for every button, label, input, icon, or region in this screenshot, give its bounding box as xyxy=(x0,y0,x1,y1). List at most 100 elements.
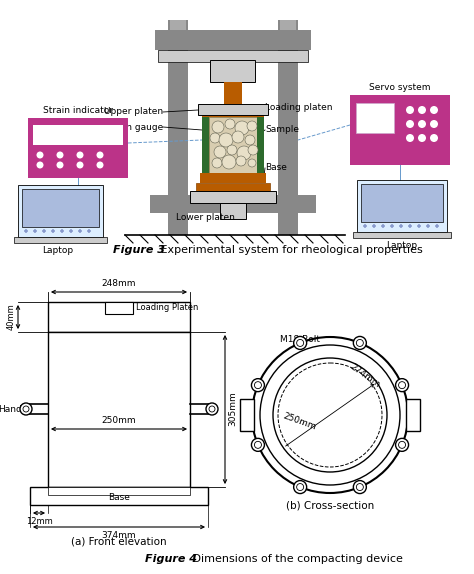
Circle shape xyxy=(427,224,429,227)
Circle shape xyxy=(76,152,83,158)
Circle shape xyxy=(297,483,304,491)
Circle shape xyxy=(418,134,426,142)
Circle shape xyxy=(255,441,262,448)
Text: Laptop: Laptop xyxy=(43,246,73,255)
Circle shape xyxy=(236,156,246,166)
Circle shape xyxy=(409,224,411,227)
Circle shape xyxy=(209,406,215,412)
Circle shape xyxy=(36,152,44,158)
Circle shape xyxy=(70,230,73,232)
Bar xyxy=(168,20,188,235)
Circle shape xyxy=(34,230,36,232)
Circle shape xyxy=(430,120,438,128)
Text: (a) Front elevation: (a) Front elevation xyxy=(71,537,167,547)
Bar xyxy=(48,332,190,487)
Circle shape xyxy=(297,339,304,347)
Circle shape xyxy=(88,230,91,232)
Circle shape xyxy=(273,358,387,472)
Circle shape xyxy=(364,224,366,227)
Circle shape xyxy=(52,230,55,232)
Circle shape xyxy=(364,224,366,227)
Circle shape xyxy=(237,146,251,160)
Circle shape xyxy=(356,339,364,347)
Circle shape xyxy=(391,224,393,227)
Text: (b) Cross-section: (b) Cross-section xyxy=(286,500,374,510)
Text: 374mm: 374mm xyxy=(102,531,137,540)
Circle shape xyxy=(391,224,393,227)
Circle shape xyxy=(400,224,402,227)
Text: 40mm: 40mm xyxy=(7,304,16,331)
Bar xyxy=(353,232,451,238)
Circle shape xyxy=(70,230,73,232)
Bar xyxy=(105,302,133,314)
Circle shape xyxy=(364,224,366,227)
Circle shape xyxy=(391,224,393,227)
Bar xyxy=(30,487,208,505)
Bar xyxy=(361,184,443,222)
Bar xyxy=(210,60,255,82)
Bar xyxy=(196,183,270,191)
Text: Sample: Sample xyxy=(265,126,299,134)
Circle shape xyxy=(97,152,103,158)
Bar xyxy=(357,180,447,232)
Circle shape xyxy=(382,224,384,227)
Circle shape xyxy=(294,480,307,494)
Circle shape xyxy=(436,224,438,227)
Text: Lower platen: Lower platen xyxy=(175,214,235,223)
Bar xyxy=(28,118,128,178)
Circle shape xyxy=(418,224,420,227)
Circle shape xyxy=(79,230,82,232)
Circle shape xyxy=(409,224,411,227)
Circle shape xyxy=(430,134,438,142)
Circle shape xyxy=(56,152,64,158)
Circle shape xyxy=(43,230,46,232)
Bar xyxy=(18,185,103,237)
Circle shape xyxy=(427,224,429,227)
Circle shape xyxy=(222,155,236,169)
Text: Figure 3: Figure 3 xyxy=(113,245,165,255)
Text: Strain gauge: Strain gauge xyxy=(105,122,163,131)
Text: 12mm: 12mm xyxy=(26,517,52,526)
Circle shape xyxy=(409,224,411,227)
Bar xyxy=(278,20,298,235)
Bar xyxy=(280,20,296,32)
Bar xyxy=(350,95,450,165)
Circle shape xyxy=(232,131,244,143)
Circle shape xyxy=(248,145,258,155)
Circle shape xyxy=(20,403,32,415)
Circle shape xyxy=(88,230,91,232)
Circle shape xyxy=(52,230,55,232)
Circle shape xyxy=(399,441,406,448)
Circle shape xyxy=(396,439,409,451)
Bar xyxy=(48,302,190,332)
Circle shape xyxy=(56,161,64,169)
Bar xyxy=(33,125,123,145)
Circle shape xyxy=(206,403,218,415)
Circle shape xyxy=(418,224,420,227)
Circle shape xyxy=(227,145,237,155)
Bar xyxy=(257,117,264,173)
Circle shape xyxy=(251,379,264,391)
Circle shape xyxy=(400,224,402,227)
Bar xyxy=(220,203,246,219)
Circle shape xyxy=(294,336,307,350)
Text: Laptop: Laptop xyxy=(386,241,418,250)
Circle shape xyxy=(214,146,226,158)
Circle shape xyxy=(427,224,429,227)
Bar xyxy=(200,173,266,183)
Bar xyxy=(202,115,264,175)
Circle shape xyxy=(436,224,438,227)
Bar xyxy=(14,237,107,243)
Circle shape xyxy=(406,120,414,128)
Text: 305mm: 305mm xyxy=(228,391,237,426)
Text: Base: Base xyxy=(265,164,287,173)
Circle shape xyxy=(260,345,400,485)
Circle shape xyxy=(25,230,27,232)
Circle shape xyxy=(353,480,366,494)
Circle shape xyxy=(399,382,406,389)
Bar xyxy=(198,104,268,115)
Circle shape xyxy=(61,230,64,232)
Circle shape xyxy=(252,337,408,493)
Bar xyxy=(150,195,316,213)
Text: 274mm: 274mm xyxy=(348,362,382,389)
